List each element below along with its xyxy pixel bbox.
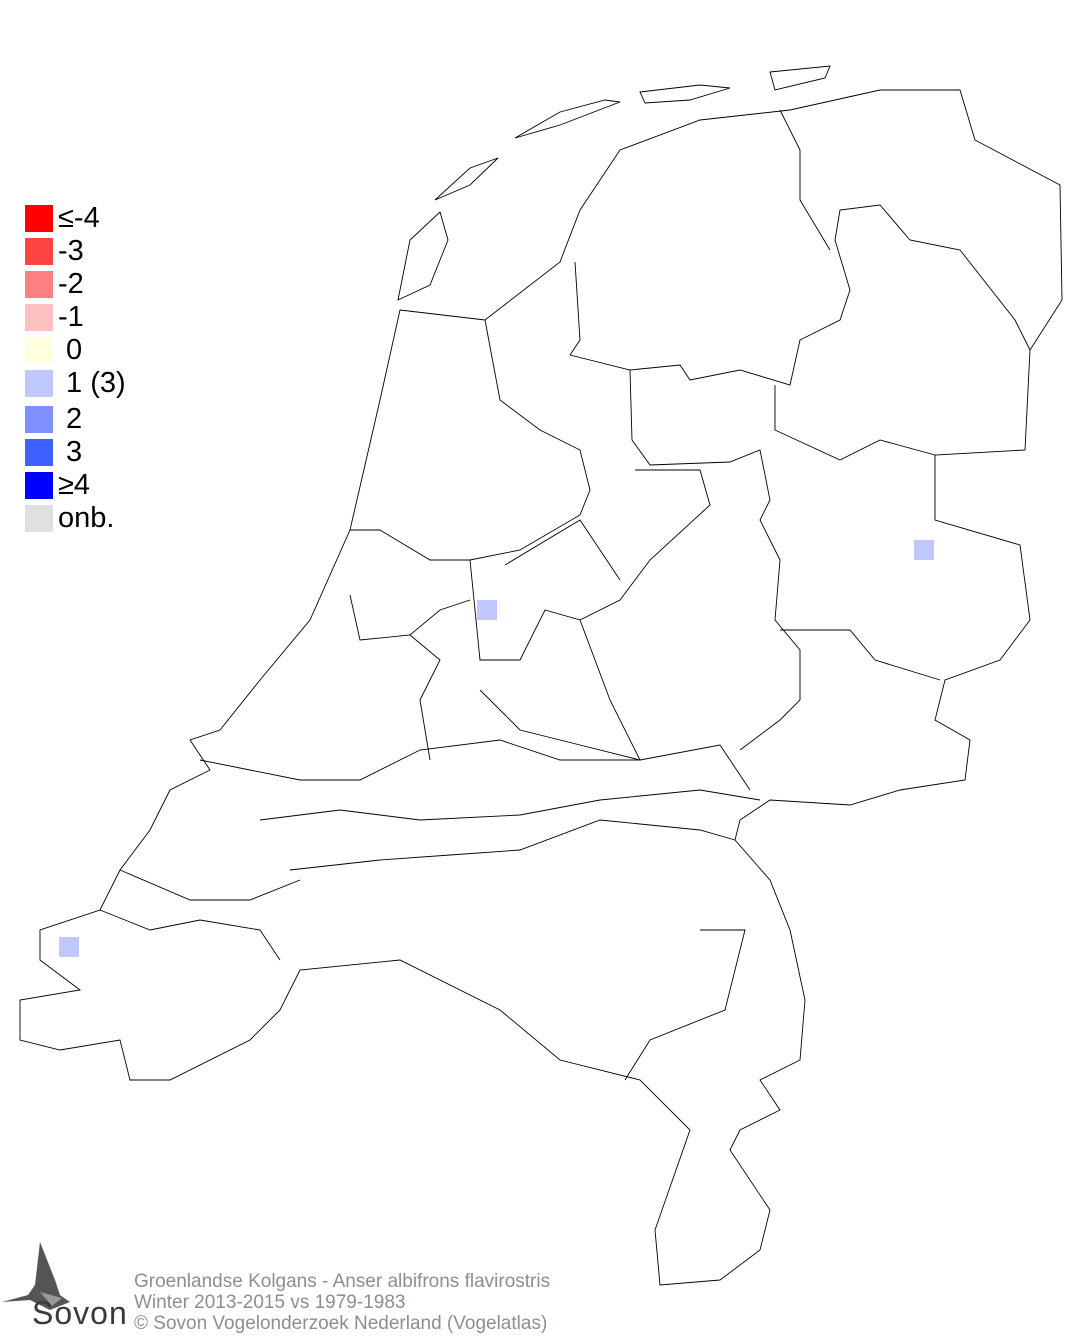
legend-swatch [25, 439, 53, 466]
legend-label: -1 [58, 301, 84, 333]
legend-swatch [25, 271, 53, 298]
country-outline [19, 89, 1063, 1286]
sovon-swallow-logo [2, 1242, 70, 1310]
legend-swatch [25, 370, 53, 397]
legend-item: ≥4 [25, 469, 165, 501]
copyright: © Sovon Vogelonderzoek Nederland (Vogela… [134, 1313, 548, 1334]
legend-item: 2 [25, 403, 165, 435]
legend-label: 1 (3) [58, 367, 126, 399]
legend-item: -3 [25, 235, 165, 267]
texel-island [397, 211, 449, 301]
logo-text: Sovon [32, 1295, 128, 1331]
ameland-island [639, 84, 731, 104]
terschelling-island [514, 99, 621, 139]
legend-swatch [25, 472, 53, 499]
legend-swatch [25, 505, 53, 532]
legend-label: -2 [58, 268, 84, 300]
legend-item: ≤-4 [25, 202, 165, 234]
province-borders [99, 109, 1031, 1081]
map-caption: Groenlandse Kolgans - Anser albifrons fl… [134, 1271, 550, 1334]
legend-label: 0 [58, 334, 83, 366]
grid-cell-value-1 [477, 600, 497, 620]
legend-item: 3 [25, 436, 165, 468]
legend-item: -1 [25, 301, 165, 333]
grid-cell-value-1 [59, 937, 79, 957]
legend-item: onb. [25, 502, 165, 534]
legend-label: onb. [58, 502, 115, 534]
legend-swatch [25, 304, 53, 331]
legend-swatch [25, 205, 53, 232]
grid-cell-value-1 [914, 540, 934, 560]
legend-label: 3 [58, 436, 83, 468]
species-name: Groenlandse Kolgans - Anser albifrons fl… [134, 1271, 551, 1292]
legend-label: ≥4 [58, 469, 91, 501]
legend-label: 2 [58, 403, 83, 435]
legend-item: 1 (3) [25, 367, 165, 399]
period: Winter 2013-2015 vs 1979-1983 [134, 1292, 406, 1313]
legend-label: ≤-4 [58, 202, 100, 234]
legend-swatch [25, 337, 53, 364]
legend-label: -3 [58, 235, 84, 267]
legend-swatch [25, 238, 53, 265]
schiermonnikoog-island [769, 65, 831, 91]
legend-swatch [25, 406, 53, 433]
vlieland-island [434, 157, 499, 201]
legend-item: 0 [25, 334, 165, 366]
legend-item: -2 [25, 268, 165, 300]
